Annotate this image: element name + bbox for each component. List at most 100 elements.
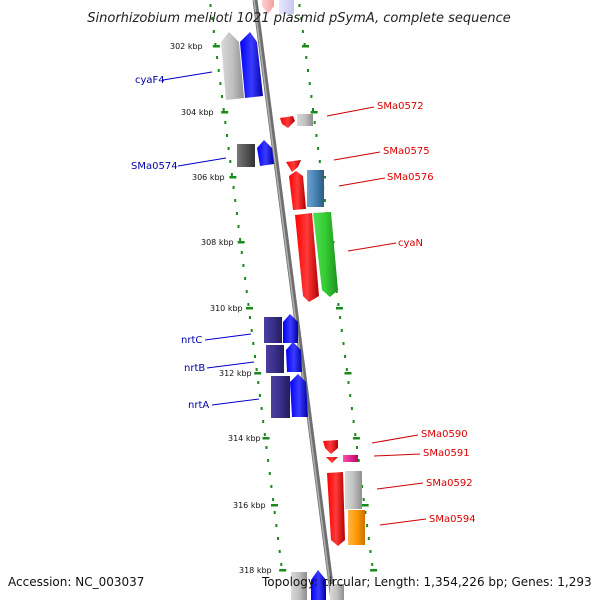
gene-feature-sma0594-orange — [348, 510, 365, 545]
guide-dot — [257, 381, 260, 384]
guide-dot — [317, 147, 320, 150]
guide-dot — [209, 4, 212, 7]
guide-dot — [315, 134, 318, 137]
leader-cyan — [347, 242, 397, 252]
guide-dot — [258, 394, 261, 397]
guide-dot — [224, 121, 227, 124]
tick-mark — [370, 569, 378, 572]
guide-dot — [242, 264, 245, 267]
tick-mark — [237, 241, 245, 244]
guide-dot — [303, 43, 306, 46]
gene-feature-sma0572-grey — [297, 114, 313, 126]
tick-label: 306 kbp — [192, 173, 225, 182]
gene-label-cyan: cyaN — [398, 238, 423, 249]
guide-dot — [305, 56, 308, 59]
gene-label-sma0590: SMa0590 — [421, 429, 468, 440]
guide-dot — [367, 537, 370, 540]
leader-nrta — [211, 398, 260, 406]
tick-mark — [361, 504, 369, 507]
gene-feature-top-pink — [262, 0, 274, 14]
guide-dot — [347, 381, 350, 384]
tick-mark — [212, 45, 220, 48]
gene-feature-nrtc-blue — [283, 314, 298, 343]
tick-mark — [336, 307, 343, 310]
guide-dot — [278, 550, 281, 553]
gene-feature-sma0591-magenta — [343, 455, 358, 462]
guide-dot — [268, 472, 271, 475]
guide-dot — [277, 537, 279, 540]
gene-feature-sma0576-red — [289, 171, 306, 210]
tick-mark — [310, 111, 318, 114]
tick-label: 314 kbp — [228, 434, 261, 443]
tick-label: 316 kbp — [233, 501, 266, 510]
guide-dot — [342, 342, 345, 345]
tick-marks — [212, 45, 378, 572]
gene-feature-cyaf4-grey — [221, 32, 244, 100]
guide-dot — [216, 56, 219, 59]
gene-feature-sma0572-red — [280, 116, 295, 128]
gene-label-sma0592: SMa0592 — [426, 478, 473, 489]
gene-labels-left: cyaF4 SMa0574 nrtC nrtB nrtA — [131, 75, 209, 411]
gene-label-sma0594: SMa0594 — [429, 514, 476, 525]
accession-label: Accession: NC_003037 — [8, 575, 144, 589]
guide-dot — [310, 95, 313, 98]
guide-dot — [312, 108, 314, 111]
guide-dot — [255, 368, 258, 371]
guide-dot — [280, 563, 283, 566]
guide-dot — [357, 459, 360, 462]
tick-label: 308 kbp — [201, 238, 234, 247]
gene-feature-sma0574-dark — [237, 144, 255, 167]
tick-mark — [279, 569, 287, 572]
guide-dot — [270, 485, 273, 488]
guide-dot — [350, 407, 353, 410]
guide-dot — [226, 134, 228, 137]
tick-mark — [271, 504, 278, 507]
leader-sma0591 — [373, 453, 421, 457]
guide-dot — [250, 329, 253, 332]
gene-labels-right: SMa0572 SMa0575 SMa0576 cyaN SMa0590 SMa… — [377, 101, 476, 525]
guide-dot — [254, 355, 256, 358]
guide-dot — [267, 459, 270, 462]
gene-label-nrtc: nrtC — [181, 335, 202, 346]
gene-features — [221, 0, 365, 600]
gene-label-sma0572: SMa0572 — [377, 101, 424, 112]
guide-dot — [219, 82, 222, 85]
guide-dot — [229, 160, 232, 163]
leader-sma0576 — [338, 177, 386, 187]
tick-mark — [262, 437, 270, 440]
guide-dot — [211, 17, 214, 20]
guide-dot — [300, 17, 303, 20]
guide-dot — [335, 290, 338, 293]
leader-sma0594 — [379, 518, 427, 526]
gene-feature-cyan-red — [295, 213, 319, 302]
guide-dot — [262, 420, 265, 423]
guide-dot — [239, 238, 242, 241]
tick-mark — [344, 372, 352, 375]
guide-dot — [252, 342, 255, 345]
tick-label: 304 kbp — [181, 108, 214, 117]
guide-dot — [313, 121, 316, 124]
guide-dot — [354, 433, 357, 436]
tick-labels: 302 kbp 304 kbp 306 kbp 308 kbp 310 kbp … — [170, 42, 272, 575]
guide-dot — [232, 186, 235, 189]
guide-dot — [235, 212, 238, 215]
guide-dot — [352, 420, 355, 423]
gene-label-cyaf4: cyaF4 — [135, 75, 165, 86]
gene-feature-nrtb-purple — [266, 345, 284, 373]
gene-label-sma0575: SMa0575 — [383, 146, 430, 157]
guide-dot — [275, 524, 278, 527]
tick-label: 302 kbp — [170, 42, 203, 51]
tick-label: 312 kbp — [219, 369, 252, 378]
guide-dot — [371, 563, 374, 566]
gene-feature-sma0574-blue — [257, 140, 274, 166]
gene-feature-cyan-green — [313, 212, 338, 297]
gene-feature-bottom-grey2 — [330, 584, 344, 600]
gene-feature-nrta-purple — [271, 376, 290, 418]
guide-dot — [369, 550, 372, 553]
guide-dot — [273, 511, 276, 514]
guide-dot — [344, 355, 347, 358]
gene-label-nrta: nrtA — [188, 400, 209, 411]
tick-label: 310 kbp — [210, 304, 243, 313]
guide-dot — [337, 303, 340, 306]
